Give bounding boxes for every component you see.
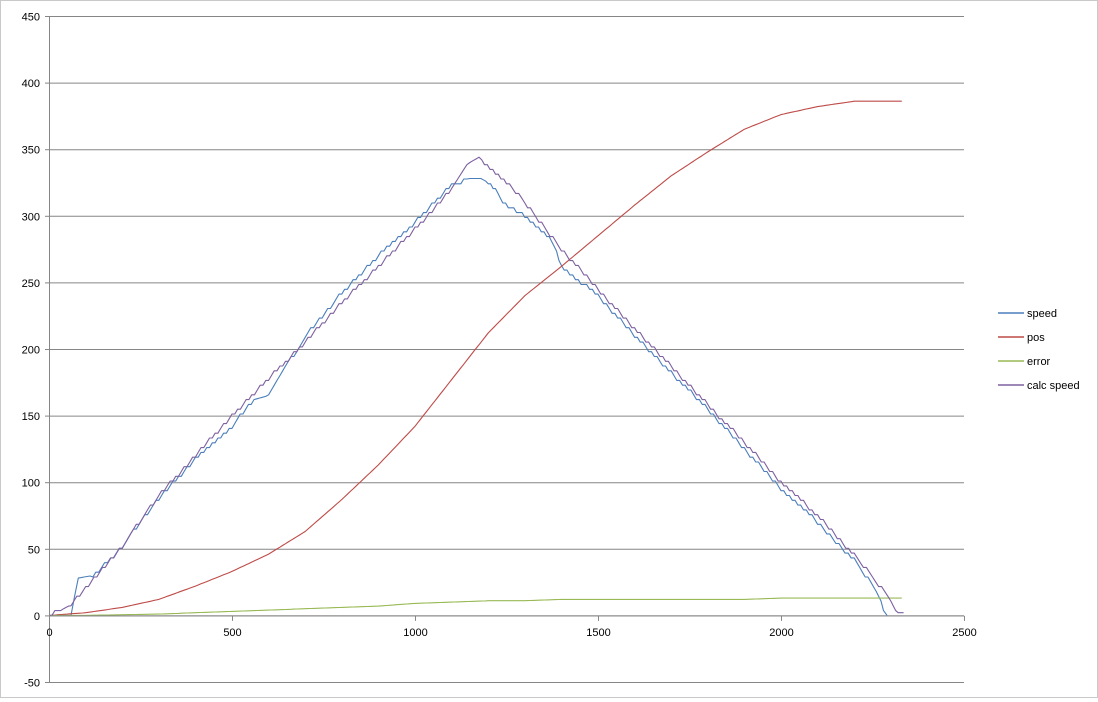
axes: -50 0 50 100 150 200 250 300 350 400 450 0 500 1000 15…	[22, 12, 977, 690]
y-tick-label: 150	[22, 411, 40, 423]
legend-label-calc-speed: calc speed	[1027, 380, 1080, 392]
series-line-pos	[48, 100, 902, 616]
y-tick-label: 0	[34, 611, 40, 623]
series-line-calc-speed	[49, 156, 904, 616]
y-tick-label: 350	[22, 145, 40, 157]
x-tick-label: 1000	[403, 627, 427, 639]
series-line-speed	[49, 177, 888, 616]
y-tick-label: -50	[24, 678, 40, 690]
y-tick-label: 250	[22, 278, 40, 290]
y-tick-label: 100	[22, 478, 40, 490]
y-tick-label: 50	[28, 544, 40, 556]
y-tick-label: 200	[22, 345, 40, 357]
legend: speed pos error calc speed	[998, 308, 1080, 392]
gridlines	[49, 16, 964, 683]
series-lines	[48, 100, 904, 616]
x-tick-label: 2000	[769, 627, 793, 639]
legend-label-error: error	[1027, 356, 1051, 368]
legend-label-pos: pos	[1027, 332, 1045, 344]
x-tick-label: 0	[46, 627, 52, 639]
y-tick-label: 450	[22, 12, 40, 24]
series-line-error	[49, 597, 902, 616]
legend-label-speed: speed	[1027, 308, 1057, 320]
x-tick-label: 1500	[586, 627, 610, 639]
x-tick-label: 500	[223, 627, 241, 639]
y-tick-label: 400	[22, 78, 40, 90]
y-tick-label: 300	[22, 211, 40, 223]
x-tick-label: 2500	[952, 627, 976, 639]
